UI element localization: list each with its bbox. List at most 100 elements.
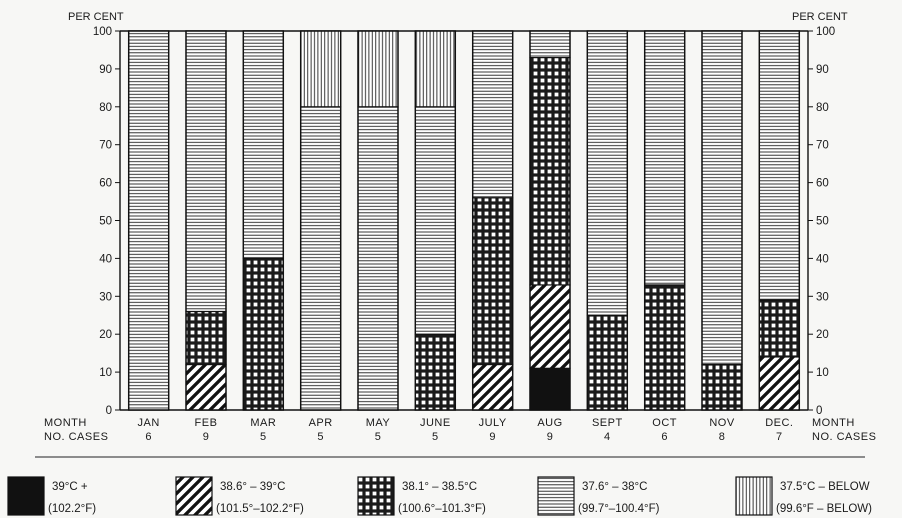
bar-segment bbox=[185, 363, 227, 411]
legend: 39°C + (102.2°F) 38.6° – 39°C (101.5°–102.2… bbox=[7, 476, 872, 516]
legend-swatch bbox=[357, 476, 395, 516]
bar-segment bbox=[758, 299, 800, 358]
y-tick-label-left: 20 bbox=[99, 329, 112, 341]
bar-outline bbox=[185, 30, 227, 411]
bar-segment bbox=[414, 30, 456, 108]
legend-sublabel: (102.2°F) bbox=[48, 503, 96, 515]
case-count: 6 bbox=[145, 431, 152, 443]
y-axis-title-right: PER CENT bbox=[792, 11, 848, 23]
bar-jan bbox=[127, 30, 170, 411]
bar-segment bbox=[586, 30, 628, 316]
bar-sept bbox=[586, 30, 629, 411]
bar-mar bbox=[242, 30, 285, 411]
bar-dec bbox=[758, 30, 801, 411]
bar-outline bbox=[758, 30, 801, 411]
bar-segment bbox=[644, 30, 686, 286]
bar-segment bbox=[758, 30, 800, 301]
bar-feb bbox=[185, 30, 227, 411]
bar-july bbox=[471, 30, 514, 411]
bar-outline bbox=[357, 30, 399, 411]
cases-row-label-left: NO. CASES bbox=[44, 431, 108, 443]
bar-outline bbox=[414, 30, 457, 411]
legend-label: 37.6° – 38°C bbox=[582, 481, 647, 493]
y-tick-label-right: 50 bbox=[816, 216, 829, 228]
bar-segment bbox=[357, 30, 399, 108]
legend-swatch bbox=[537, 476, 575, 516]
y-tick-label-right: 0 bbox=[816, 405, 822, 417]
bar-outline bbox=[529, 30, 571, 411]
legend-swatch bbox=[7, 476, 45, 516]
bar-segment bbox=[758, 356, 800, 411]
y-tick-label-right: 90 bbox=[816, 64, 829, 76]
y-axis-title-left: PER CENT bbox=[68, 11, 124, 23]
bar-aug bbox=[529, 30, 571, 411]
legend-sublabel: (100.6°–101.3°F) bbox=[398, 503, 486, 515]
case-count: 7 bbox=[776, 431, 783, 443]
month-label: JUNE bbox=[420, 417, 451, 429]
month-label: FEB bbox=[195, 417, 218, 429]
bar-segment bbox=[414, 106, 456, 335]
month-label: APR bbox=[309, 417, 333, 429]
month-label: JAN bbox=[138, 417, 160, 429]
bar-segment bbox=[586, 314, 628, 411]
case-count: 9 bbox=[203, 431, 210, 443]
bar-segment bbox=[185, 310, 227, 366]
legend-swatch bbox=[175, 476, 213, 516]
case-count: 4 bbox=[604, 431, 611, 443]
case-count: 5 bbox=[260, 431, 267, 443]
legend-label: 38.1° – 38.5°C bbox=[402, 481, 477, 493]
legend-item: 37.5°C – BELOW (99.6°F – BELOW) bbox=[735, 476, 872, 516]
month-label: NOV bbox=[709, 417, 735, 429]
month-label: SEPT bbox=[592, 417, 623, 429]
bar-outline bbox=[586, 30, 629, 411]
bar-segment bbox=[357, 106, 399, 411]
y-tick-label-right: 40 bbox=[816, 253, 829, 265]
bar-outline bbox=[643, 30, 686, 411]
month-row-label-right: MONTH bbox=[812, 417, 855, 429]
bar-segment bbox=[529, 284, 571, 369]
bar-segment bbox=[472, 363, 514, 411]
bar-apr bbox=[299, 30, 342, 411]
axes: PER CENT PER CENT 0 0 10 10 20 20 30 30 40 40 50 50 60… bbox=[68, 11, 848, 417]
bars bbox=[127, 30, 801, 411]
case-count: 9 bbox=[489, 431, 496, 443]
bar-segment bbox=[242, 30, 284, 259]
y-tick-label-right: 20 bbox=[816, 329, 829, 341]
bar-segment bbox=[529, 30, 571, 59]
y-tick-label-left: 100 bbox=[93, 26, 112, 38]
bar-oct bbox=[643, 30, 686, 411]
bar-segment bbox=[414, 333, 456, 411]
legend-label: 37.5°C – BELOW bbox=[780, 481, 870, 493]
legend-label: 39°C + bbox=[52, 481, 88, 493]
bar-segment bbox=[128, 30, 170, 411]
month-label: MAR bbox=[250, 417, 276, 429]
bar-segment bbox=[472, 30, 514, 199]
legend-item: 38.1° – 38.5°C (100.6°–101.3°F) bbox=[357, 476, 486, 516]
case-count: 8 bbox=[719, 431, 726, 443]
month-label: OCT bbox=[652, 417, 677, 429]
cases-row-label-right: NO. CASES bbox=[812, 431, 876, 443]
month-row-label-left: MONTH bbox=[44, 417, 87, 429]
bar-segment bbox=[701, 363, 743, 411]
bar-outline bbox=[701, 30, 743, 411]
legend-item: 38.6° – 39°C (101.5°–102.2°F) bbox=[175, 476, 304, 516]
case-count: 6 bbox=[661, 431, 668, 443]
y-tick-label-left: 50 bbox=[99, 216, 112, 228]
y-tick-label-left: 40 bbox=[99, 253, 112, 265]
case-count: 5 bbox=[375, 431, 382, 443]
legend-sublabel: (99.6°F – BELOW) bbox=[776, 503, 872, 515]
month-label: AUG bbox=[537, 417, 562, 429]
legend-item: 37.6° – 38°C (99.7°–100.4°F) bbox=[537, 476, 660, 516]
bar-outline bbox=[127, 30, 170, 411]
legend-label: 38.6° – 39°C bbox=[220, 481, 285, 493]
bar-segment bbox=[300, 30, 342, 108]
bar-segment bbox=[472, 197, 514, 366]
bar-segment bbox=[242, 257, 284, 411]
bar-segment bbox=[185, 30, 227, 313]
case-count: 9 bbox=[547, 431, 554, 443]
y-tick-label-right: 70 bbox=[816, 140, 829, 152]
month-label: DEC. bbox=[765, 417, 793, 429]
bar-segment bbox=[644, 284, 686, 411]
bar-segment bbox=[529, 367, 571, 411]
